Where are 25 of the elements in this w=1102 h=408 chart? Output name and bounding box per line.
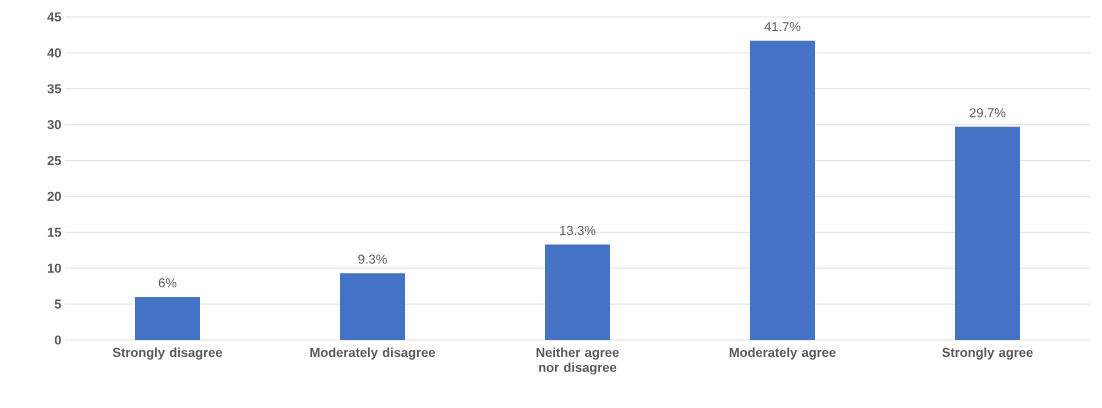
x-tick-label: Moderately agree xyxy=(729,347,836,360)
y-tick-label: 35 xyxy=(47,84,62,94)
bar xyxy=(340,273,406,340)
x-tick-label: Neither agree nor disagree xyxy=(536,347,619,375)
y-tick-label: 25 xyxy=(47,155,62,166)
y-tick-label: 20 xyxy=(47,191,61,202)
data-label: 29.7% xyxy=(969,108,1006,118)
x-tick-label: Strongly disagree xyxy=(112,347,223,360)
y-tick-label: 45 xyxy=(47,12,62,22)
y-tick-label: 30 xyxy=(47,120,61,130)
bar xyxy=(135,296,201,340)
x-tick-label: Moderately disagree xyxy=(310,347,436,360)
y-tick-label: 5 xyxy=(54,299,62,309)
data-label: 6% xyxy=(158,278,177,288)
y-tick-label: 10 xyxy=(47,263,61,273)
data-label: 9.3% xyxy=(358,254,387,264)
y-tick-label: 40 xyxy=(47,48,61,58)
bar xyxy=(955,126,1020,340)
data-label: 41.7% xyxy=(764,22,801,32)
y-tick-label: 15 xyxy=(47,227,62,237)
bar xyxy=(750,40,815,340)
x-tick-label: Strongly agree xyxy=(942,347,1033,360)
data-label: 13.3% xyxy=(560,225,596,236)
y-tick-label: 0 xyxy=(54,335,61,345)
bar xyxy=(545,244,610,340)
